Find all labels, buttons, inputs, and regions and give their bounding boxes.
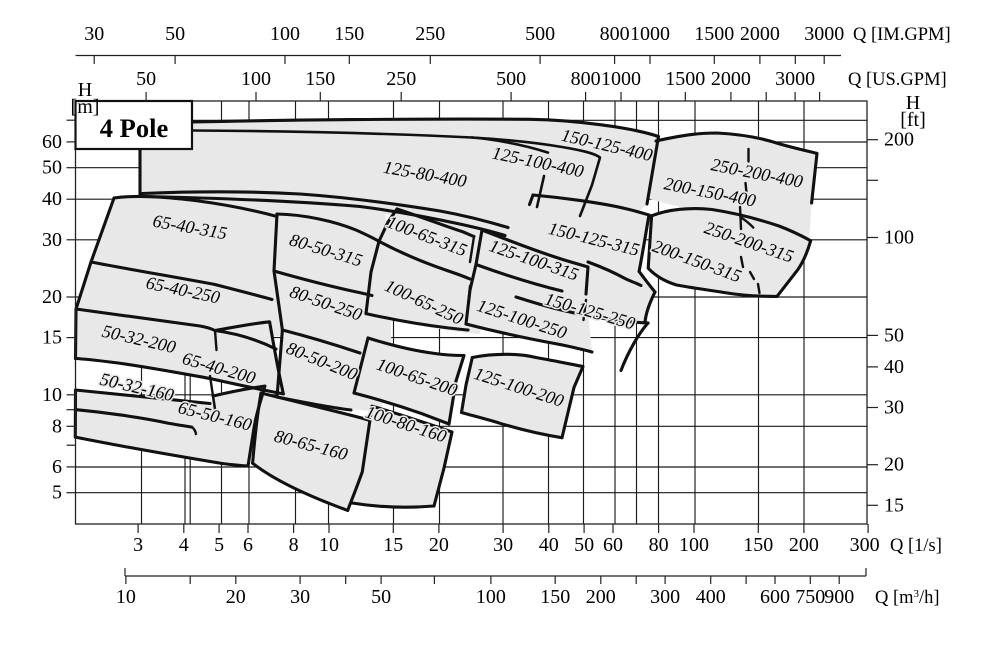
svg-text:200: 200 [586,586,616,608]
svg-text:900: 900 [824,586,854,608]
svg-text:8: 8 [52,415,62,437]
svg-text:[m]: [m] [71,96,100,118]
svg-text:6: 6 [243,534,253,556]
svg-text:1000: 1000 [601,68,641,90]
svg-text:8: 8 [289,534,299,556]
svg-text:1000: 1000 [630,23,670,45]
svg-text:3000: 3000 [775,68,815,90]
svg-text:300: 300 [850,534,880,556]
svg-text:50: 50 [371,586,391,608]
svg-text:150: 150 [540,586,570,608]
svg-text:Q [m3/h]: Q [m3/h] [875,588,940,608]
svg-text:20: 20 [226,586,246,608]
svg-text:10: 10 [319,534,339,556]
svg-text:Q [1/s]: Q [1/s] [890,536,942,556]
svg-text:50: 50 [884,324,904,346]
svg-text:30: 30 [493,534,513,556]
svg-text:1500: 1500 [694,23,734,45]
svg-text:10: 10 [116,586,136,608]
svg-text:40: 40 [42,188,62,210]
svg-text:20: 20 [884,454,904,476]
svg-text:[ft]: [ft] [900,109,926,131]
svg-text:15: 15 [383,534,403,556]
svg-text:150: 150 [305,68,335,90]
svg-text:200: 200 [884,129,914,151]
svg-text:150: 150 [743,534,773,556]
svg-text:3: 3 [133,534,143,556]
svg-text:750: 750 [795,586,825,608]
svg-text:250: 250 [386,68,416,90]
svg-text:30: 30 [290,586,310,608]
svg-text:5: 5 [214,534,224,556]
svg-text:4 Pole: 4 Pole [100,113,169,143]
svg-text:250: 250 [415,23,445,45]
svg-text:30: 30 [42,229,62,251]
svg-text:60: 60 [42,131,62,153]
svg-text:20: 20 [42,286,62,308]
svg-text:1500: 1500 [665,68,705,90]
svg-text:3000: 3000 [804,23,844,45]
svg-text:60: 60 [603,534,623,556]
svg-text:800: 800 [571,68,601,90]
svg-text:300: 300 [650,586,680,608]
svg-text:40: 40 [539,534,559,556]
svg-text:10: 10 [42,384,62,406]
svg-text:800: 800 [600,23,630,45]
svg-text:100: 100 [270,23,300,45]
svg-text:30: 30 [84,23,104,45]
svg-text:5: 5 [52,482,62,504]
svg-text:4: 4 [179,534,189,556]
svg-text:Q [IM.GPM]: Q [IM.GPM] [853,25,951,45]
svg-text:50: 50 [42,157,62,179]
svg-text:100: 100 [884,227,914,249]
svg-text:H: H [78,79,92,101]
svg-text:400: 400 [696,586,726,608]
svg-text:50: 50 [136,68,156,90]
svg-text:6: 6 [52,456,62,478]
svg-text:100: 100 [679,534,709,556]
svg-text:80: 80 [649,534,669,556]
svg-text:H: H [906,92,920,114]
svg-text:2000: 2000 [740,23,780,45]
svg-text:2000: 2000 [711,68,751,90]
svg-text:100: 100 [241,68,271,90]
svg-text:500: 500 [496,68,526,90]
svg-text:600: 600 [760,586,790,608]
svg-text:Q [US.GPM]: Q [US.GPM] [848,70,947,90]
svg-text:50: 50 [574,534,594,556]
svg-text:40: 40 [884,356,904,378]
svg-text:30: 30 [884,397,904,419]
svg-text:50: 50 [165,23,185,45]
svg-text:100: 100 [476,586,506,608]
svg-text:15: 15 [884,494,904,516]
svg-text:20: 20 [429,534,449,556]
svg-text:15: 15 [42,327,62,349]
svg-text:500: 500 [525,23,555,45]
svg-text:200: 200 [789,534,819,556]
svg-text:150: 150 [334,23,364,45]
